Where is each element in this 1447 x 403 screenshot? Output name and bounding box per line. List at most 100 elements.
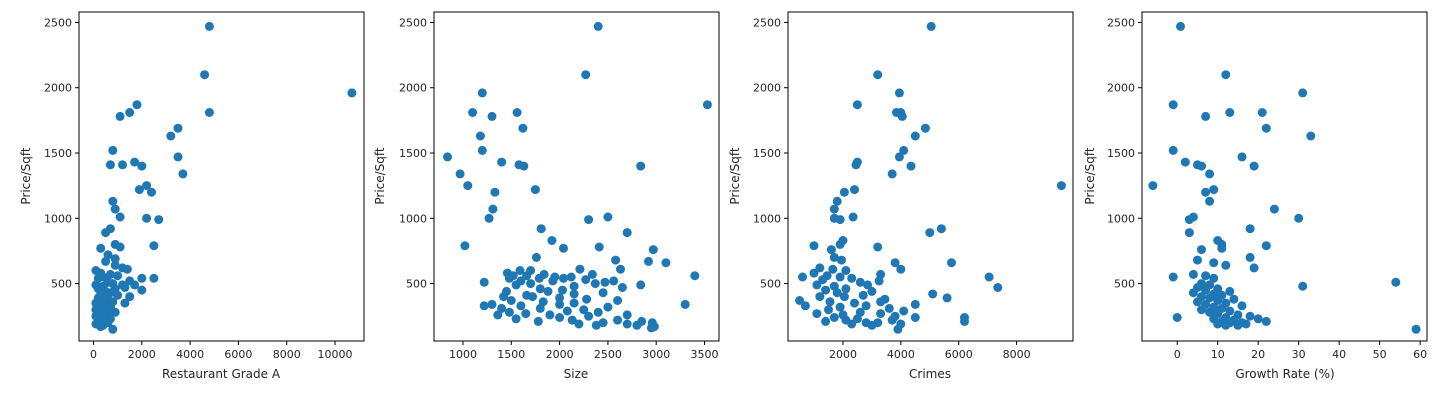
scatter-point — [113, 290, 123, 300]
scatter-point — [511, 280, 521, 290]
scatter-point — [1172, 313, 1182, 322]
scatter-point — [1193, 255, 1202, 265]
scatter-point — [644, 256, 653, 266]
scatter-point — [1253, 314, 1263, 324]
scatter-point — [1184, 228, 1194, 238]
scatter-point — [110, 204, 120, 214]
scatter-point — [130, 280, 140, 290]
scatter-point — [96, 243, 106, 253]
scatter-point — [1176, 21, 1185, 31]
scatter-point — [115, 111, 125, 121]
scatter-point — [661, 258, 671, 268]
scatter-point — [896, 264, 906, 274]
scatter-point — [108, 145, 118, 155]
scatter-point — [545, 310, 555, 320]
scatter-point — [1225, 286, 1235, 296]
x-tick-label: 2000 — [546, 348, 574, 361]
scatter-point — [110, 254, 120, 264]
subplot-growth-rate: Growth Rate (%) Price/Sqft 0 10 20 30 40 50 60… — [1083, 11, 1428, 381]
scatter-point — [587, 269, 597, 279]
scatter-point — [347, 88, 357, 98]
scatter-point — [847, 273, 857, 283]
scatter-point — [154, 215, 164, 225]
scatter-point — [506, 296, 516, 305]
scatter-point — [1209, 258, 1219, 268]
scatter-point — [1221, 70, 1231, 80]
scatter-point — [593, 21, 603, 31]
scatter-point — [115, 212, 125, 222]
scatter-point — [535, 284, 545, 294]
scatter-point — [1269, 204, 1279, 214]
scatter-point — [1213, 296, 1223, 305]
y-tick-label: 1500 — [753, 147, 781, 160]
scatter-point — [815, 292, 825, 302]
scatter-point — [582, 294, 592, 304]
plot-frame — [433, 11, 720, 342]
scatter-point — [847, 319, 857, 329]
scatter-point — [839, 292, 849, 302]
scatter-point — [1229, 294, 1239, 304]
scatter-point — [137, 273, 147, 283]
scatter-point — [821, 285, 831, 295]
scatter-point — [591, 320, 601, 330]
scatter-point — [850, 185, 859, 195]
y-tick-label: 1000 — [753, 212, 781, 225]
scatter-point — [835, 302, 845, 312]
scatter-point — [702, 100, 712, 110]
scatter-point — [910, 131, 920, 141]
scatter-point — [835, 239, 845, 249]
scatter-point — [105, 269, 115, 279]
scatter-point — [1257, 108, 1267, 117]
y-axis-label: Price/Sqft — [1083, 147, 1097, 205]
x-axis-label: Growth Rate (%) — [1235, 367, 1334, 381]
scatter-point — [852, 314, 862, 324]
scatter-point — [603, 302, 613, 312]
scatter-point — [1249, 161, 1259, 171]
scatter-point — [581, 70, 591, 80]
y-tick-label: 1000 — [44, 212, 72, 225]
y-tick-label: 1000 — [1107, 212, 1135, 225]
scatter-point — [463, 181, 473, 191]
scatter-point — [829, 204, 839, 214]
scatter-point — [1294, 213, 1304, 223]
x-tick-label: 0 — [1174, 348, 1181, 361]
scatter-point — [1261, 241, 1271, 251]
y-axis-label: Price/Sqft — [19, 147, 33, 205]
scatter-point — [487, 111, 497, 121]
scatter-point — [887, 169, 897, 179]
x-tick-label: 1000 — [449, 348, 477, 361]
scatter-point — [1201, 111, 1211, 121]
scatter-point — [818, 275, 828, 285]
scatter-point — [120, 298, 130, 308]
scatter-point — [1205, 196, 1215, 206]
scatter-point — [460, 241, 470, 251]
scatter-point — [894, 152, 904, 162]
scatter-point — [858, 290, 868, 300]
scatter-point — [876, 309, 886, 319]
scatter-point — [835, 272, 845, 282]
scatter-point — [443, 152, 452, 162]
scatter-point — [125, 108, 135, 117]
scatter-point — [204, 108, 214, 117]
x-tick-label: 2500 — [594, 348, 622, 361]
y-tick-label: 500 — [1114, 278, 1135, 291]
scatter-points — [91, 21, 357, 334]
scatter-point — [993, 283, 1003, 292]
scatter-point — [826, 245, 836, 255]
scatter-point — [1205, 307, 1215, 317]
scatter-point — [812, 280, 822, 290]
scatter-point — [848, 212, 858, 222]
scatter-point — [942, 293, 952, 303]
scatter-point — [873, 242, 883, 252]
scatter-point — [142, 181, 152, 191]
scatter-point — [166, 131, 176, 141]
scatter-point — [468, 108, 478, 117]
scatter-point — [1148, 181, 1158, 191]
scatter-point — [947, 258, 956, 268]
x-tick-label: 6000 — [945, 348, 973, 361]
scatter-point — [1298, 88, 1308, 98]
scatter-point — [555, 293, 565, 303]
scatter-point — [543, 286, 553, 296]
x-tick-label: 2000 — [829, 348, 857, 361]
